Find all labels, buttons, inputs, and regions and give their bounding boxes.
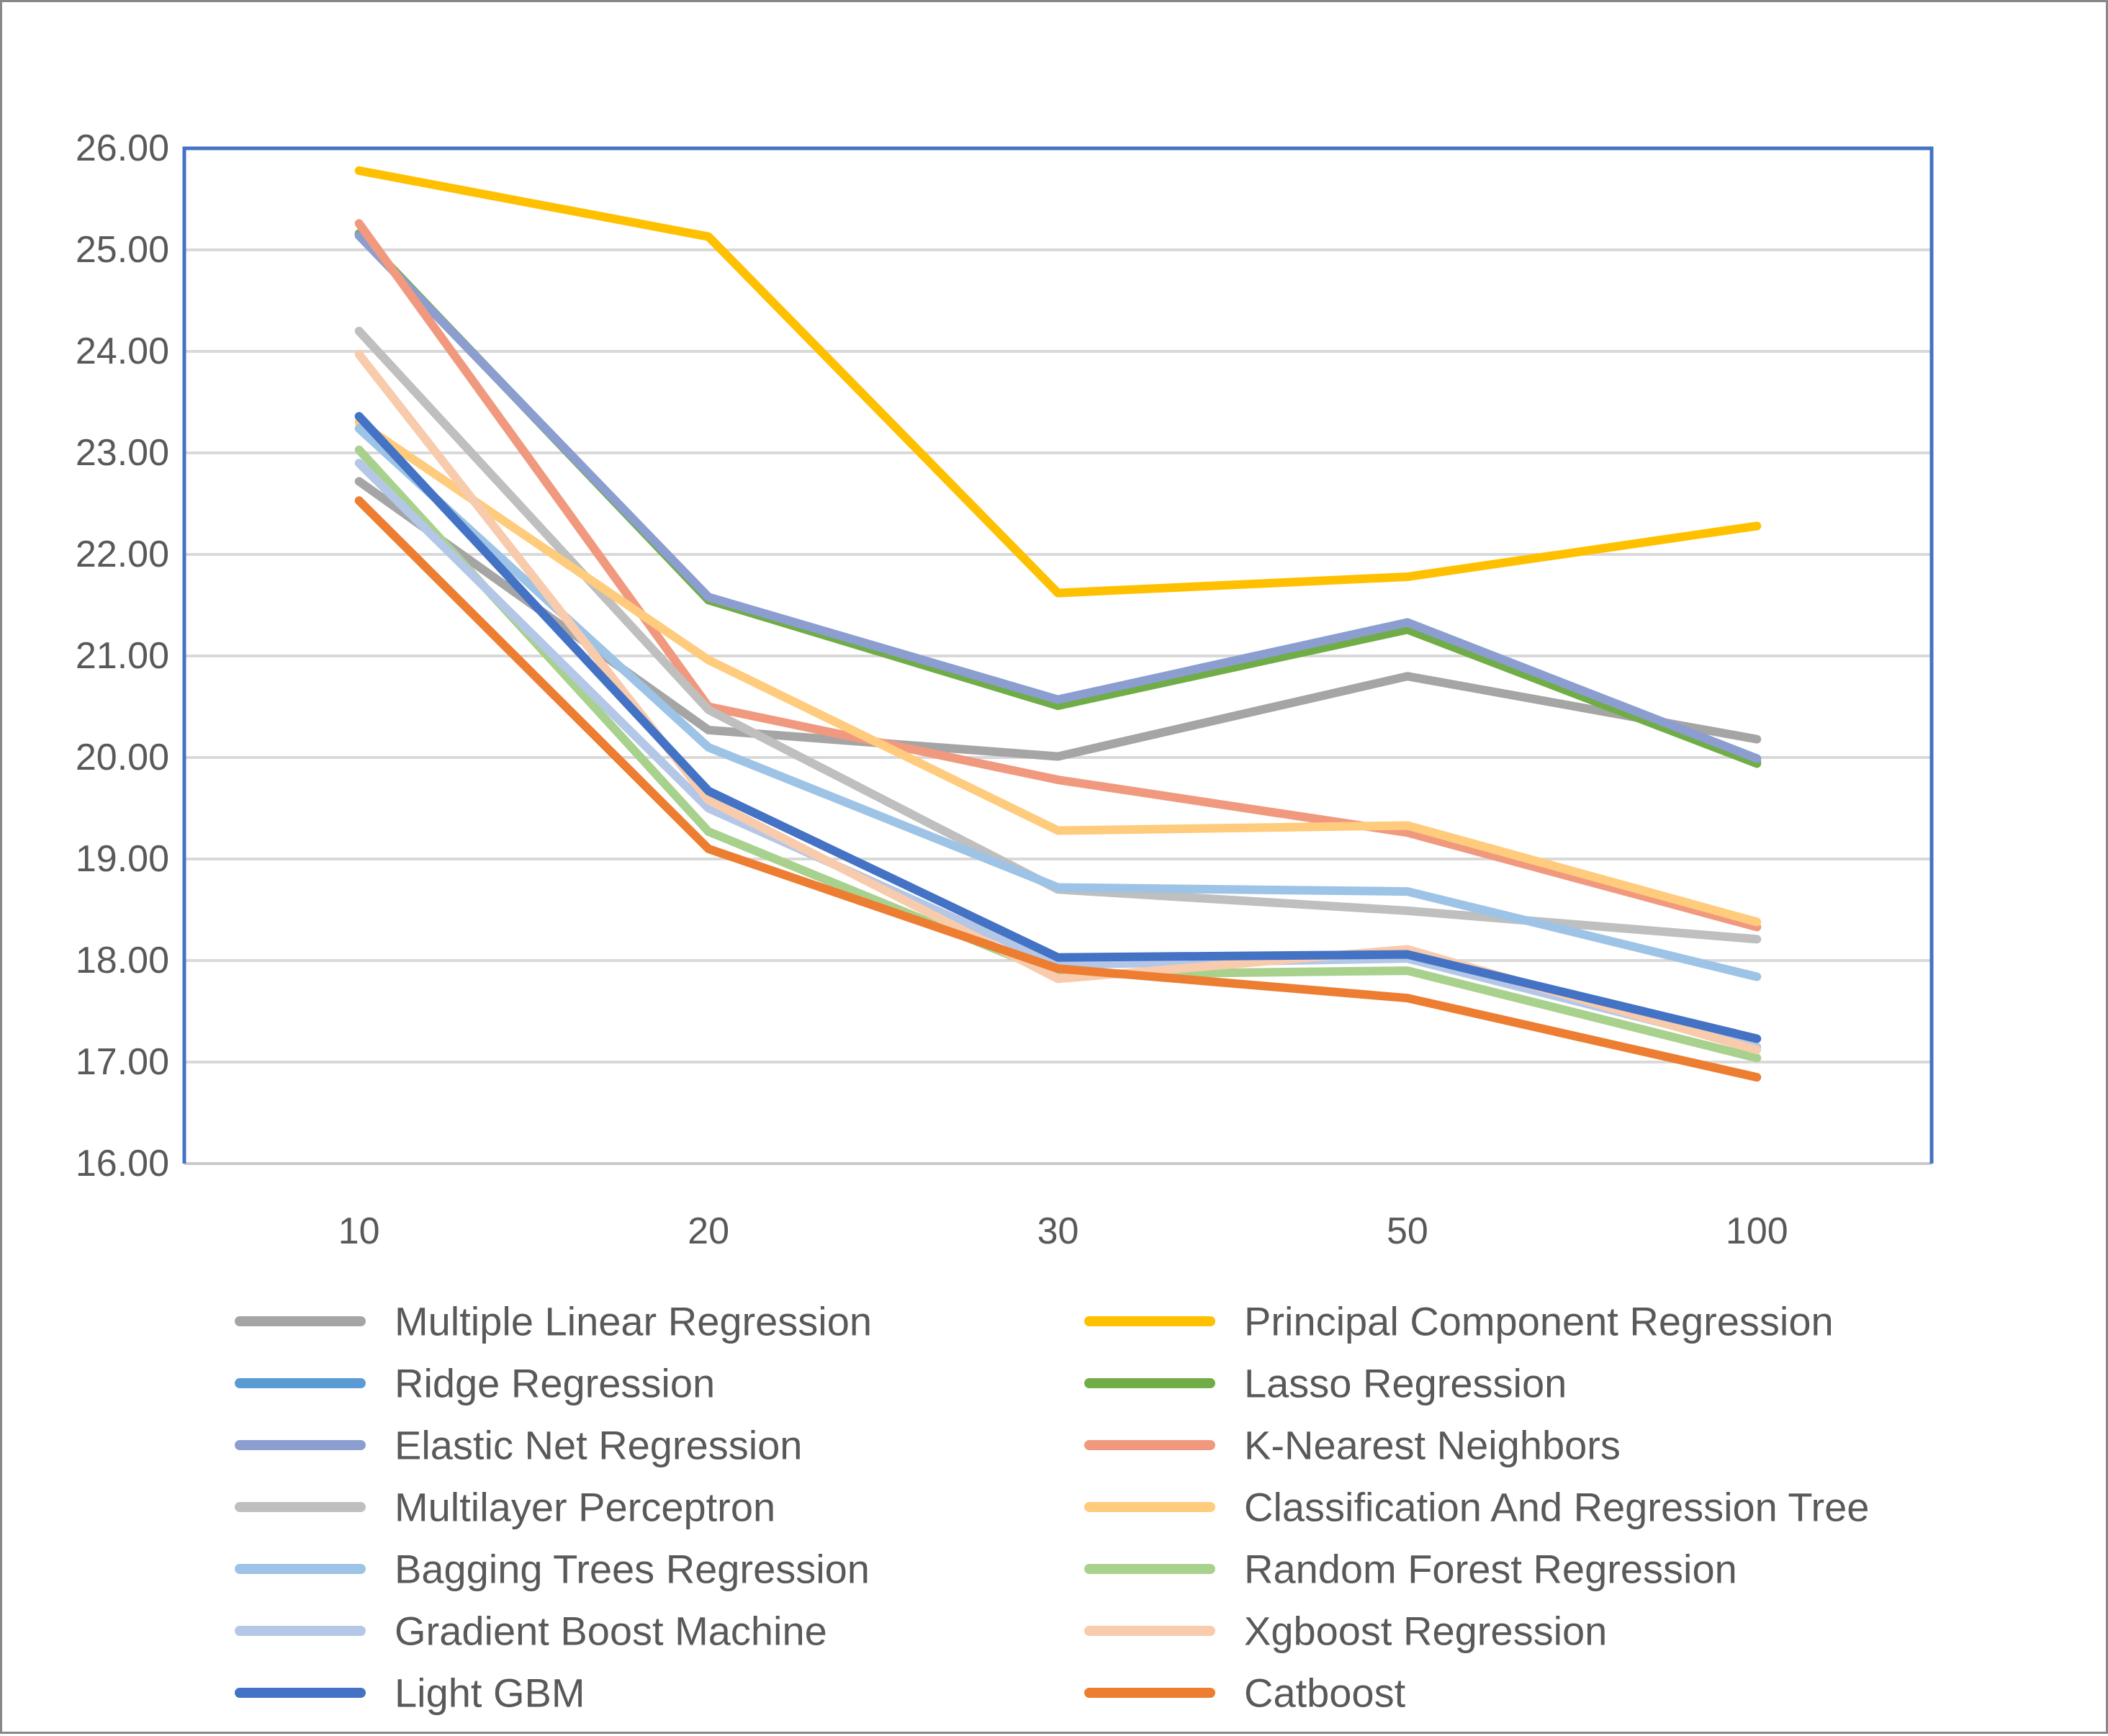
legend-label-lasso: Lasso Regression bbox=[1244, 1361, 1567, 1406]
y-tick-label: 17.00 bbox=[76, 1041, 169, 1083]
x-tick-label: 10 bbox=[338, 1210, 380, 1252]
legend-label-gbm: Gradient Boost Machine bbox=[395, 1609, 827, 1654]
series-line-pcr bbox=[354, 166, 1762, 598]
y-tick-label: 16.00 bbox=[76, 1143, 169, 1184]
x-tick-label: 50 bbox=[1387, 1210, 1428, 1252]
y-tick-label: 24.00 bbox=[76, 330, 169, 372]
y-tick-label: 19.00 bbox=[76, 838, 169, 880]
y-tick-label: 26.00 bbox=[76, 127, 169, 169]
legend-item: Gradient Boost Machine bbox=[235, 1609, 827, 1654]
legend-item: K-Nearest Neighbors bbox=[1084, 1423, 1621, 1468]
x-tick-label: 20 bbox=[688, 1210, 729, 1252]
legend-label-mlr: Multiple Linear Regression bbox=[395, 1299, 872, 1344]
legend-label-mlp: Multilayer Perceptron bbox=[395, 1485, 775, 1530]
y-tick-label: 22.00 bbox=[76, 534, 169, 575]
legend-item: Elastic Net Regression bbox=[235, 1423, 802, 1468]
legend-item: Xgboost Regression bbox=[1084, 1609, 1607, 1654]
legend-label-elastic: Elastic Net Regression bbox=[395, 1423, 802, 1468]
series-line-elastic bbox=[354, 231, 1762, 763]
series-line-bagging bbox=[354, 424, 1762, 981]
legend-item: Random Forest Regression bbox=[1084, 1547, 1737, 1592]
y-tick-label: 18.00 bbox=[76, 940, 169, 981]
legend-label-xgboost: Xgboost Regression bbox=[1244, 1609, 1607, 1654]
x-tick-label: 100 bbox=[1726, 1210, 1788, 1252]
legend-label-bagging: Bagging Trees Regression bbox=[395, 1547, 870, 1592]
legend-label-pcr: Principal Component Regression bbox=[1244, 1299, 1834, 1344]
series-line-knn bbox=[354, 219, 1762, 932]
y-tick-label: 23.00 bbox=[76, 432, 169, 474]
legend-item: Light GBM bbox=[235, 1670, 585, 1716]
legend-label-cart: Classification And Regression Tree bbox=[1244, 1485, 1869, 1530]
legend-label-rf: Random Forest Regression bbox=[1244, 1547, 1737, 1592]
y-tick-label: 25.00 bbox=[76, 229, 169, 271]
x-tick-label: 30 bbox=[1037, 1210, 1079, 1252]
series-line-lightgbm bbox=[354, 412, 1762, 1043]
legend-label-catboost: Catboost bbox=[1244, 1670, 1406, 1716]
legend-label-lightgbm: Light GBM bbox=[395, 1670, 585, 1716]
legend-item: Multiple Linear Regression bbox=[235, 1299, 872, 1344]
legend-item: Lasso Regression bbox=[1084, 1361, 1567, 1406]
legend-item: Multilayer Perceptron bbox=[235, 1485, 775, 1530]
y-tick-label: 20.00 bbox=[76, 737, 169, 778]
legend-label-knn: K-Nearest Neighbors bbox=[1244, 1423, 1621, 1468]
legend-item: Ridge Regression bbox=[235, 1361, 715, 1406]
legend-item: Classification And Regression Tree bbox=[1084, 1485, 1869, 1530]
legend-item: Bagging Trees Regression bbox=[235, 1547, 870, 1592]
series-line-cart bbox=[354, 418, 1762, 927]
legend-item: Principal Component Regression bbox=[1084, 1299, 1834, 1344]
legend-item: Catboost bbox=[1084, 1670, 1406, 1716]
legend-label-ridge: Ridge Regression bbox=[395, 1361, 715, 1406]
plot-border bbox=[182, 146, 1934, 1164]
series-line-catboost bbox=[354, 496, 1762, 1082]
y-tick-label: 21.00 bbox=[76, 635, 169, 677]
